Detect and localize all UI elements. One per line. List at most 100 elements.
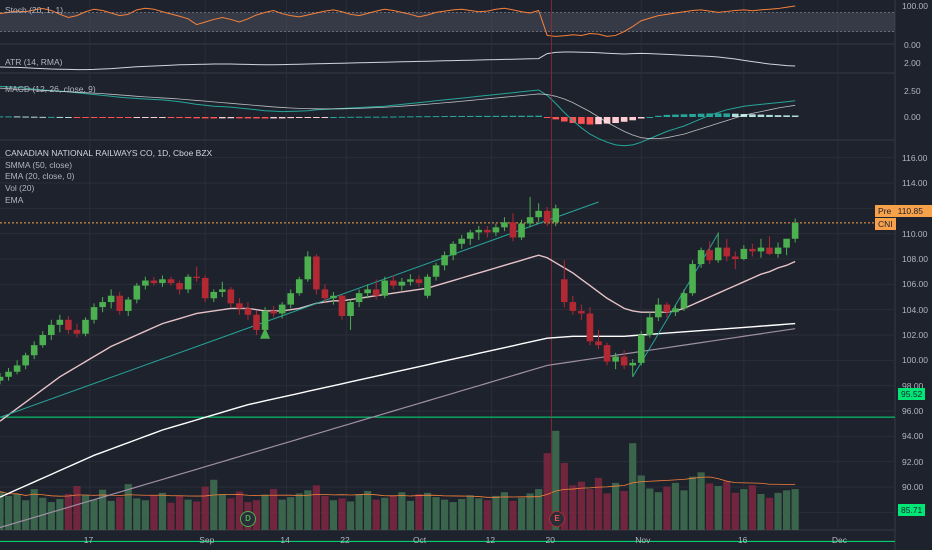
volume-bar xyxy=(287,497,295,530)
macd-histogram-bar xyxy=(791,115,799,117)
candle-body xyxy=(766,247,773,254)
dividend-event-icon[interactable]: D xyxy=(240,511,256,527)
candle-body xyxy=(740,248,748,259)
candle-body xyxy=(458,238,465,244)
candle-body xyxy=(355,293,363,303)
stoch-legend[interactable]: Stoch (20, 1, 1) xyxy=(5,5,64,15)
macd-histogram-bar xyxy=(578,117,585,124)
candle-body xyxy=(56,319,64,325)
atr-legend[interactable]: ATR (14, RMA) xyxy=(5,57,63,67)
volume-bar xyxy=(603,493,611,530)
smma-legend[interactable]: SMMA (50, close) xyxy=(5,159,73,170)
macd-histogram-bar xyxy=(304,117,312,118)
date-tick-label: 12 xyxy=(485,535,496,545)
volume-bar xyxy=(706,483,714,530)
volume-bar xyxy=(774,492,782,530)
volume-bar xyxy=(133,498,141,530)
price-tick-label: 110.00 xyxy=(902,228,928,239)
candle-body xyxy=(99,302,106,308)
macd-histogram-bar xyxy=(732,113,739,117)
candle-body xyxy=(398,281,406,286)
volume-bar xyxy=(663,486,671,530)
macd-histogram-bar xyxy=(526,115,534,117)
date-tick-label: Nov xyxy=(635,535,651,545)
candle-body xyxy=(176,283,183,290)
macd-axis-0: 0.00 xyxy=(904,112,921,122)
volume-bar xyxy=(39,497,47,530)
volume-bar xyxy=(492,495,500,530)
candle-body xyxy=(697,250,705,265)
candle-body xyxy=(372,289,380,296)
volume-bar xyxy=(252,500,261,530)
volume-bar xyxy=(235,491,243,530)
ema20-legend[interactable]: EMA (20, close, 0) xyxy=(5,171,75,182)
macd-histogram-bar xyxy=(697,113,705,117)
volume-bar xyxy=(355,494,363,530)
volume-bar xyxy=(90,499,98,530)
volume-bar xyxy=(346,501,355,530)
macd-histogram-bar xyxy=(689,114,696,117)
candle-body xyxy=(5,371,12,377)
candle-body xyxy=(680,293,688,309)
candle-body xyxy=(723,247,731,257)
candle-body xyxy=(65,319,72,330)
macd-histogram-bar xyxy=(99,117,106,118)
volume-bar xyxy=(406,500,414,530)
macd-histogram-bar xyxy=(313,117,320,118)
candle-body xyxy=(774,247,782,254)
macd-histogram-bar xyxy=(629,117,636,121)
volume-bar xyxy=(364,490,372,530)
candle-body xyxy=(261,310,269,330)
macd-histogram-bar xyxy=(458,115,465,117)
ema-legend[interactable]: EMA xyxy=(5,194,24,205)
macd-histogram-bar xyxy=(219,117,226,119)
volume-bar xyxy=(654,492,662,530)
stoch-axis-100: 100.00 xyxy=(902,1,928,11)
candle-body xyxy=(484,229,491,233)
candle-body xyxy=(193,276,200,278)
macd-histogram-bar xyxy=(390,116,397,118)
candle-body xyxy=(330,295,337,299)
candle-body xyxy=(620,356,628,366)
volume-bar xyxy=(500,492,509,530)
volume-bar xyxy=(13,494,21,530)
macd-histogram-bar xyxy=(184,117,192,119)
macd-histogram-bar xyxy=(663,114,671,117)
candle-body xyxy=(492,227,500,233)
candle-body xyxy=(749,248,756,252)
volume-bar xyxy=(107,500,115,530)
candle-body xyxy=(295,279,303,294)
macd-histogram-bar xyxy=(65,117,72,118)
candle-body xyxy=(501,222,508,228)
macd-histogram-bar xyxy=(90,117,98,118)
earnings-event-icon[interactable]: E xyxy=(549,511,565,527)
candle-body xyxy=(629,362,636,366)
candle-body xyxy=(714,247,722,261)
macd-histogram-bar xyxy=(603,117,611,124)
candle-body xyxy=(82,319,89,334)
candle-body xyxy=(253,314,260,330)
macd-histogram-bar xyxy=(407,116,414,118)
candle-body xyxy=(449,243,457,256)
candle-body xyxy=(655,304,662,318)
macd-histogram-bar xyxy=(655,115,662,117)
candle-body xyxy=(73,329,81,334)
vol-legend[interactable]: Vol (20) xyxy=(5,183,35,194)
price-tick-label: 102.00 xyxy=(902,330,928,340)
symbol-title[interactable]: CANADIAN NATIONAL RAILWAYS CO, 1D, Cboe … xyxy=(5,148,213,158)
candle-body xyxy=(466,232,474,239)
candle-body xyxy=(0,376,4,381)
macd-legend[interactable]: MACD (12, 26, close, 9) xyxy=(5,84,96,94)
macd-histogram-bar xyxy=(150,117,158,118)
candle-body xyxy=(321,289,329,299)
macd-histogram-bar xyxy=(535,115,542,117)
candle-body xyxy=(612,356,619,362)
pre-market-tag: Pre 110.85 xyxy=(875,205,932,217)
macd-histogram-bar xyxy=(501,115,508,117)
macd-histogram-bar xyxy=(295,117,303,118)
macd-histogram-bar xyxy=(73,117,81,118)
candle-body xyxy=(561,279,568,303)
candle-body xyxy=(646,317,654,335)
macd-histogram-bar xyxy=(330,117,337,118)
